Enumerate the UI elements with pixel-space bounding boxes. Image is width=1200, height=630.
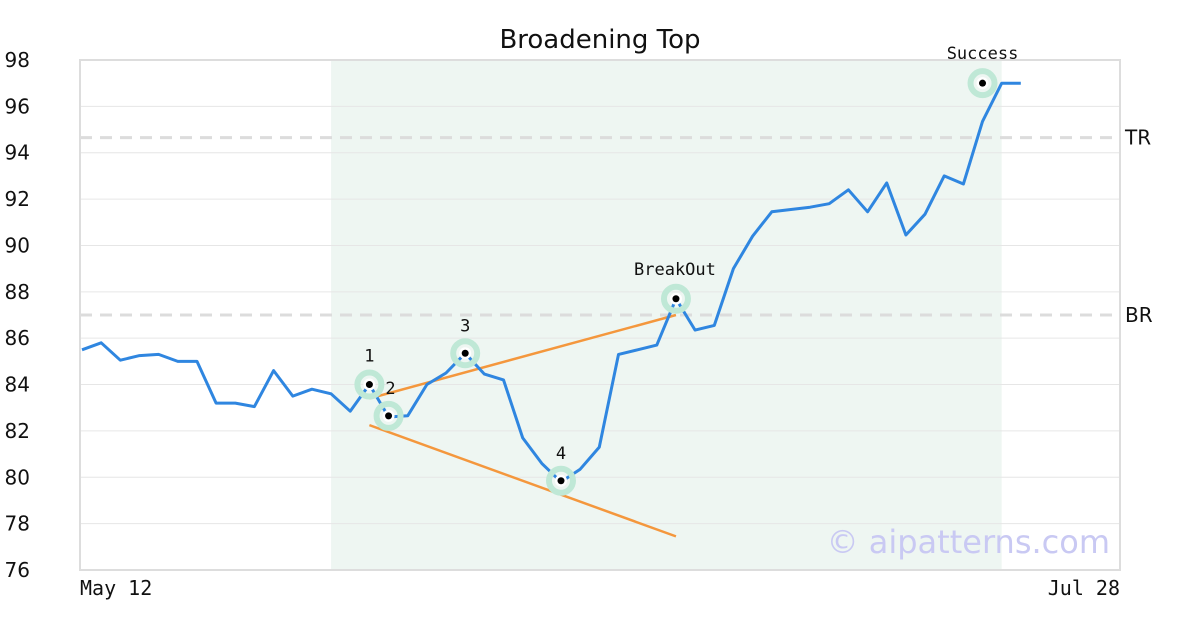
grid-layer — [80, 59, 1120, 571]
y-tick-label: 78 — [5, 512, 30, 536]
pivot-label: BreakOut — [634, 260, 716, 280]
pivot-marker-dot — [365, 381, 373, 389]
pivot-label: Success — [947, 44, 1019, 64]
pivot-marker-dot — [979, 79, 987, 87]
pivot-marker-dot — [672, 295, 680, 303]
watermark: © aipatterns.com — [827, 523, 1110, 561]
trend-line — [369, 313, 677, 400]
trendline-layer — [368, 313, 677, 538]
x-tick-label: May 12 — [80, 576, 152, 600]
y-tick-label: 88 — [5, 280, 30, 304]
pivot-label: 1 — [364, 347, 374, 367]
level-layer: TR BR — [80, 126, 1153, 327]
pivot-marker-ring — [354, 369, 385, 400]
pivot-marker-ring — [450, 338, 481, 369]
pivot-label: 3 — [460, 316, 470, 336]
y-tick-label: 82 — [5, 419, 30, 443]
y-tick-label: 90 — [5, 233, 30, 257]
y-tick-label: 84 — [5, 373, 30, 397]
pivot-marker-ring — [373, 400, 404, 431]
pivot-label: 4 — [556, 444, 566, 464]
pivot-marker-dot — [385, 412, 393, 420]
y-tick-label: 94 — [5, 141, 30, 165]
level-label: BR — [1125, 303, 1153, 327]
y-tick-label: 86 — [5, 326, 30, 350]
x-tick-label: Jul 28 — [1048, 576, 1120, 600]
pivot-marker-ring — [546, 465, 576, 496]
trend-line — [368, 423, 677, 538]
level-label: TR — [1124, 126, 1151, 150]
y-tick-label: 92 — [5, 187, 30, 211]
pivot-marker-dot — [461, 349, 469, 357]
plot-frame — [79, 59, 1121, 571]
y-tick-label: 96 — [5, 94, 30, 118]
pivot-marker-ring — [660, 283, 691, 314]
y-tick-label: 98 — [5, 48, 30, 72]
pivot-marker-ring — [967, 68, 998, 99]
pivot-label: 2 — [385, 379, 395, 399]
axis-layer: 76 78 80 82 84 86 88 90 92 94 96 98 May 12 Jul 28 — [5, 48, 1121, 600]
chart-title: Broadening Top — [499, 25, 700, 55]
y-tick-label: 76 — [5, 558, 30, 582]
y-tick-label: 80 — [5, 465, 30, 489]
pivot-marker-dot — [557, 477, 565, 485]
